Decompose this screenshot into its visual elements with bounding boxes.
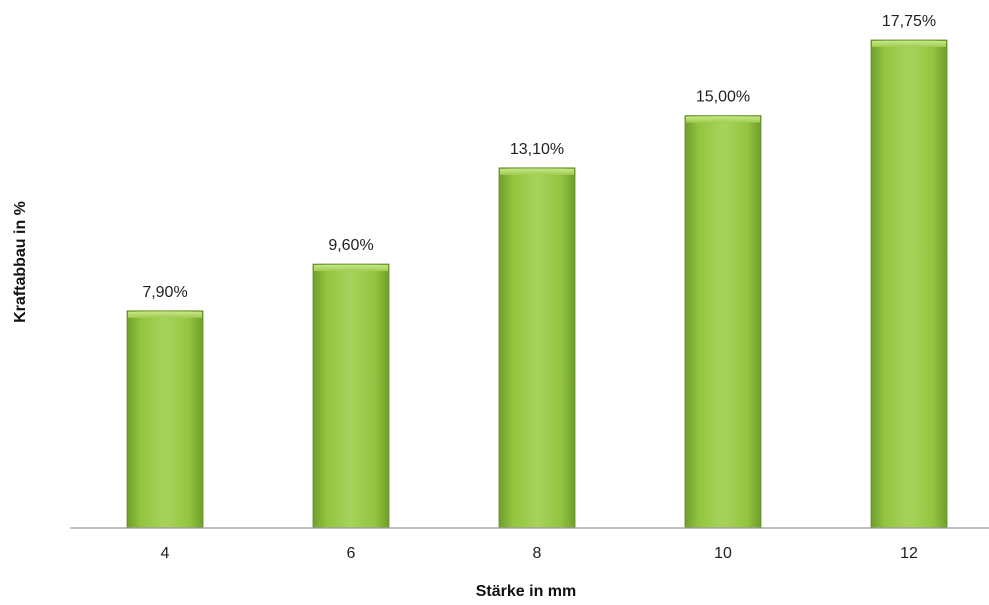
bar-top-highlight-10 bbox=[686, 116, 760, 123]
x-tick-label-10: 10 bbox=[714, 545, 732, 562]
x-tick-labels-group: 4 6 8 10 12 bbox=[161, 545, 918, 562]
x-axis-title: Stärke in mm bbox=[476, 583, 576, 600]
data-label-12: 17,75% bbox=[882, 13, 936, 30]
data-label-6: 9,60% bbox=[328, 237, 373, 254]
bar-top-highlight-6 bbox=[314, 265, 388, 272]
x-tick-label-12: 12 bbox=[900, 545, 918, 562]
bar-top-highlight-8 bbox=[500, 168, 574, 175]
data-label-4: 7,90% bbox=[142, 284, 187, 301]
bar-8 bbox=[498, 167, 576, 529]
data-label-8: 13,10% bbox=[510, 141, 564, 158]
bar-6 bbox=[312, 263, 390, 529]
bar-top-highlight-4 bbox=[128, 311, 202, 318]
bar-top-highlight-12 bbox=[872, 41, 946, 47]
x-tick-label-6: 6 bbox=[347, 545, 356, 562]
bars-group bbox=[126, 39, 948, 529]
data-label-10: 15,00% bbox=[696, 89, 750, 106]
y-axis-title: Kraftabbau in % bbox=[12, 201, 29, 323]
bar-10 bbox=[684, 115, 762, 529]
data-labels-group: 7,90% 9,60% 13,10% 15,00% 17,75% bbox=[142, 13, 936, 301]
bar-4 bbox=[126, 310, 204, 529]
x-tick-label-8: 8 bbox=[533, 545, 542, 562]
x-tick-label-4: 4 bbox=[161, 545, 170, 562]
bar-12 bbox=[870, 39, 948, 529]
